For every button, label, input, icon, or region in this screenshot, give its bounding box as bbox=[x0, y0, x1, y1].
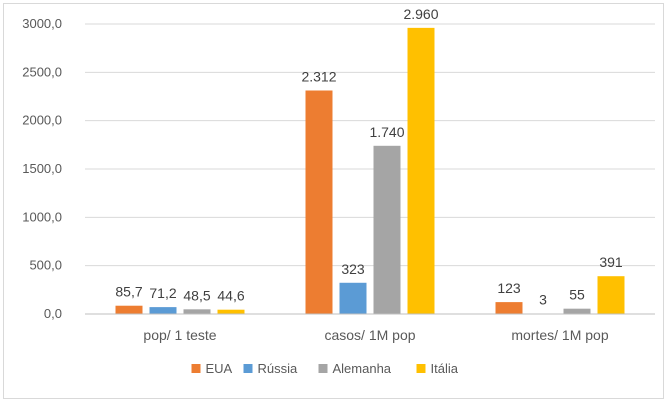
legend-swatch bbox=[416, 364, 426, 373]
legend: EUA Rússia Alemanha Itália bbox=[191, 361, 459, 376]
data-label: 44,6 bbox=[217, 288, 244, 304]
data-label: 48,5 bbox=[183, 287, 210, 303]
legend-label: Itália bbox=[431, 361, 459, 376]
category-label: mortes/ 1M pop bbox=[511, 327, 608, 343]
legend-swatch bbox=[243, 364, 253, 373]
gridlines bbox=[85, 23, 655, 267]
bar bbox=[563, 308, 591, 314]
category-label: casos/ 1M pop bbox=[324, 327, 415, 343]
legend-label: Rússia bbox=[258, 361, 299, 376]
bar bbox=[115, 305, 143, 314]
data-label: 391 bbox=[599, 254, 623, 270]
bar bbox=[217, 309, 245, 314]
bar bbox=[373, 145, 401, 314]
y-tick-label: 0,0 bbox=[44, 306, 62, 321]
data-label: 1.740 bbox=[369, 124, 404, 140]
data-labels: 85,7 71,2 48,5 44,6 2.312 323 1.740 2.960 123 3 55… bbox=[115, 6, 623, 308]
chart-frame bbox=[3, 3, 664, 399]
x-axis: pop/ 1 teste casos/ 1M pop mortes/ 1M pop bbox=[85, 313, 655, 343]
legend-label: EUA bbox=[206, 361, 233, 376]
bar bbox=[339, 282, 367, 314]
y-tick-label: 1500,0 bbox=[22, 161, 62, 176]
y-tick-label: 2500,0 bbox=[22, 64, 62, 79]
data-label: 55 bbox=[569, 287, 585, 303]
data-label: 2.960 bbox=[403, 6, 438, 22]
y-tick-label: 2000,0 bbox=[22, 113, 62, 128]
data-label: 2.312 bbox=[301, 69, 336, 85]
category-label: pop/ 1 teste bbox=[143, 327, 216, 343]
legend-swatch bbox=[191, 364, 201, 373]
bar bbox=[407, 27, 435, 314]
data-label: 123 bbox=[497, 280, 521, 296]
data-label: 71,2 bbox=[149, 285, 176, 301]
data-label: 85,7 bbox=[115, 284, 142, 300]
data-label: 323 bbox=[341, 261, 365, 277]
legend-label: Alemanha bbox=[333, 361, 392, 376]
y-axis: 0,0 500,0 1000,0 1500,0 2000,0 2500,0 3000,0 bbox=[22, 16, 62, 321]
y-tick-label: 1000,0 bbox=[22, 209, 62, 224]
bar bbox=[597, 276, 625, 314]
bar bbox=[495, 302, 523, 314]
y-tick-label: 3000,0 bbox=[22, 16, 62, 31]
y-tick-label: 500,0 bbox=[29, 258, 62, 273]
data-label: 3 bbox=[539, 292, 547, 308]
bar bbox=[305, 90, 333, 314]
bar bbox=[149, 307, 177, 314]
bars bbox=[115, 27, 625, 314]
bar bbox=[183, 309, 211, 314]
legend-swatch bbox=[318, 364, 328, 373]
